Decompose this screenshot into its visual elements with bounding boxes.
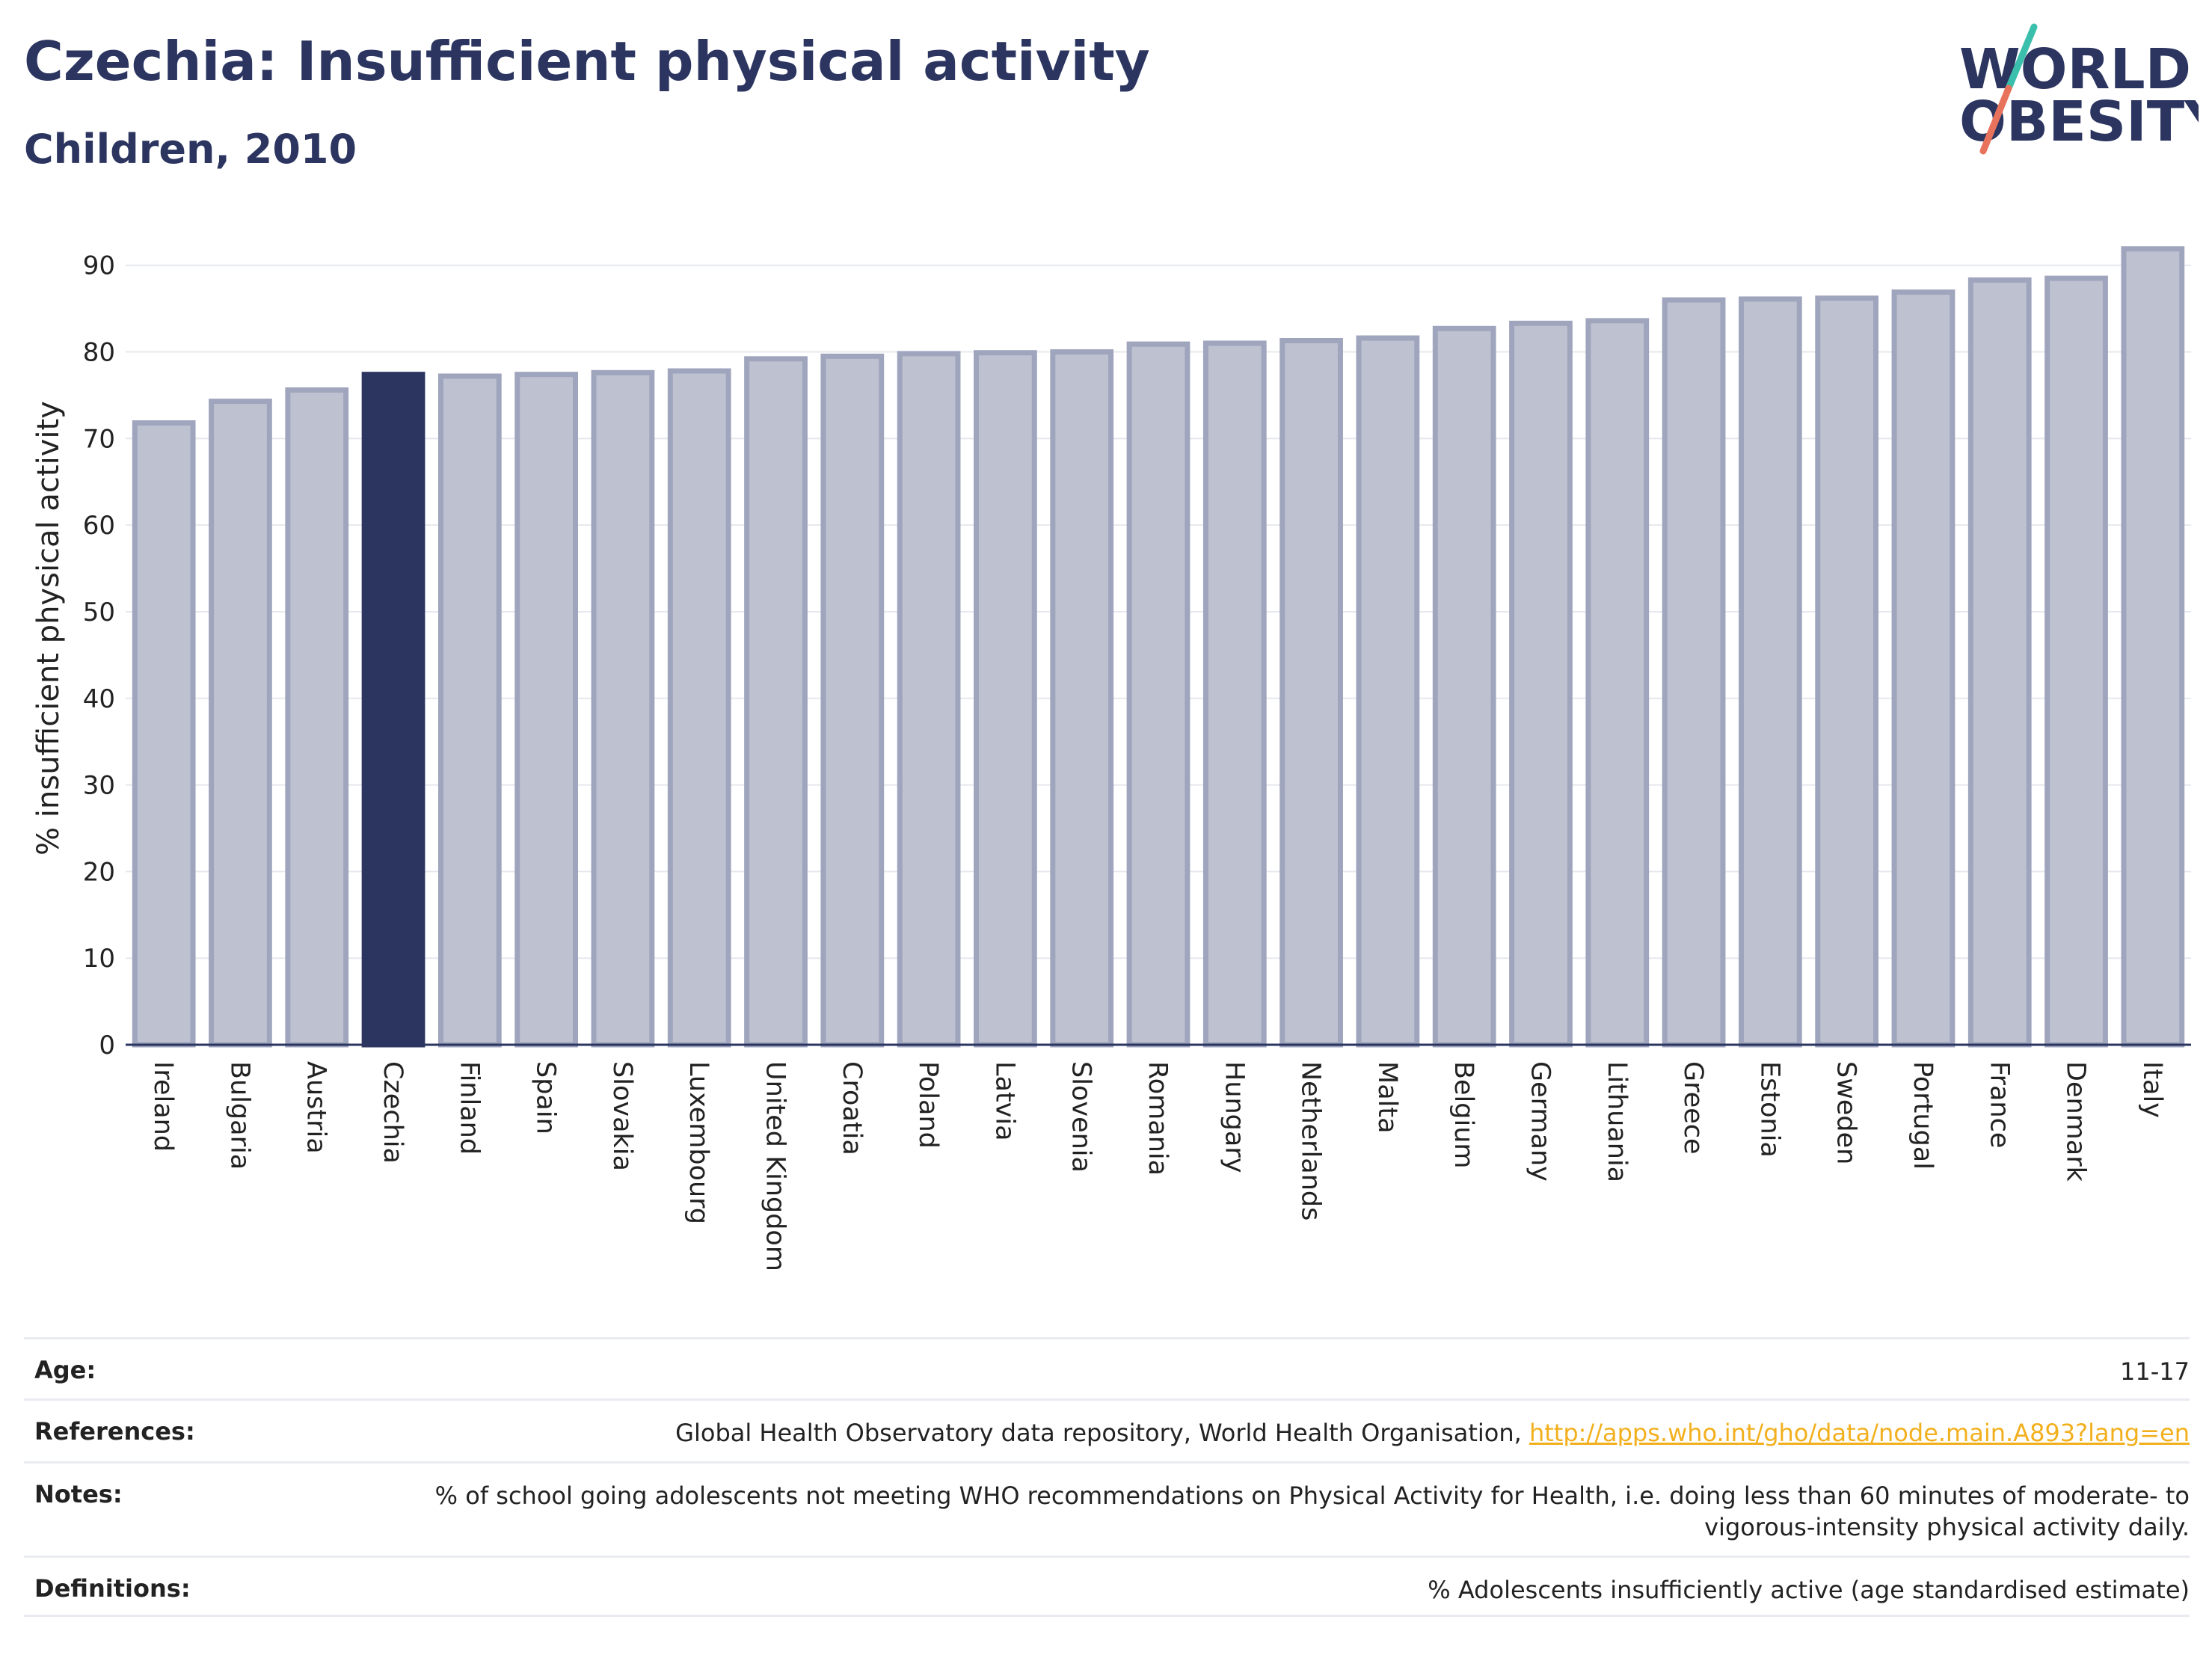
chart-title: Czechia: Insufficient physical activity bbox=[24, 30, 1150, 93]
logo-line-1: WORLD bbox=[1959, 37, 2191, 102]
x-tick-label: Finland bbox=[454, 1061, 484, 1155]
bar-luxembourg bbox=[667, 368, 731, 1048]
meta-row-age: Age: 11-17 bbox=[24, 1337, 2190, 1398]
x-tick-label: Spain bbox=[531, 1061, 561, 1134]
bar-hungary bbox=[1202, 340, 1267, 1048]
x-tick-label: Croatia bbox=[837, 1061, 867, 1155]
logo-slash-coral-icon bbox=[1979, 85, 2012, 155]
bar-chart: 0 10 20 30 40 50 60 70 80 90 Ireland Bulgaria Austri… bbox=[31, 246, 2191, 1271]
y-tick-label: 50 bbox=[83, 598, 115, 627]
references-value: Global Health Observatory data repositor… bbox=[675, 1417, 2190, 1449]
bar-romania bbox=[1126, 341, 1191, 1048]
x-tick-label: Hungary bbox=[1219, 1061, 1249, 1173]
age-value: 11-17 bbox=[2120, 1357, 2190, 1386]
x-tick-label: Bulgaria bbox=[224, 1061, 254, 1170]
bar-finland bbox=[437, 373, 502, 1048]
x-tick-label: France bbox=[1984, 1061, 2014, 1148]
bar-germany bbox=[1509, 320, 1573, 1048]
x-tick-label: United Kingdom bbox=[761, 1061, 790, 1271]
x-tick-label: Greece bbox=[1678, 1061, 1708, 1155]
world-obesity-logo: WORLD OBESITY bbox=[1959, 23, 2199, 155]
x-tick-label: Germany bbox=[1525, 1061, 1555, 1182]
bar-netherlands bbox=[1279, 337, 1343, 1048]
x-tick-label: Belgium bbox=[1448, 1061, 1478, 1169]
y-tick-label: 80 bbox=[83, 338, 115, 368]
x-tick-label: Sweden bbox=[1831, 1061, 1861, 1164]
bar-austria bbox=[285, 387, 349, 1048]
x-tick-label: Luxembourg bbox=[683, 1061, 713, 1224]
y-tick-label: 10 bbox=[83, 944, 115, 974]
bar-france bbox=[1967, 277, 2032, 1048]
x-tick-label: Czechia bbox=[378, 1061, 408, 1164]
notes-label: Notes: bbox=[34, 1480, 123, 1508]
y-tick-label: 40 bbox=[83, 684, 115, 714]
x-tick-label: Malta bbox=[1372, 1061, 1402, 1134]
bar-bulgaria bbox=[209, 399, 272, 1048]
x-tick-label: Portugal bbox=[1908, 1061, 1938, 1170]
age-label: Age: bbox=[34, 1356, 96, 1384]
bar-spain bbox=[514, 372, 579, 1048]
bar-denmark bbox=[2044, 275, 2108, 1048]
bar-slovenia bbox=[1050, 349, 1114, 1048]
references-link[interactable]: http://apps.who.int/gho/data/node.main.A… bbox=[1529, 1419, 2190, 1447]
y-tick-label: 0 bbox=[99, 1031, 115, 1060]
bar-greece bbox=[1662, 297, 1726, 1048]
metadata-table: Age: 11-17 References: Global Health Obs… bbox=[24, 1337, 2190, 1617]
y-axis-label: % insufficient physical activity bbox=[31, 401, 66, 856]
x-tick-label: Italy bbox=[2137, 1061, 2167, 1118]
bar-estonia bbox=[1738, 296, 1802, 1048]
x-tick-label: Latvia bbox=[989, 1061, 1019, 1141]
bar-belgium bbox=[1432, 325, 1496, 1048]
logo-slash-teal-icon bbox=[2005, 23, 2038, 92]
bar-latvia bbox=[974, 350, 1037, 1048]
bar-croatia bbox=[820, 353, 885, 1048]
bar-poland bbox=[897, 351, 961, 1048]
bar-portugal bbox=[1891, 289, 1956, 1048]
x-tick-label: Poland bbox=[913, 1061, 943, 1149]
y-tick-label: 90 bbox=[83, 251, 115, 281]
x-tick-label: Austria bbox=[301, 1061, 331, 1154]
bar-malta bbox=[1356, 335, 1420, 1048]
x-tick-label: Lithuania bbox=[1602, 1061, 1632, 1182]
meta-row-references: References: Global Health Observatory da… bbox=[24, 1398, 2190, 1461]
axes: 0 10 20 30 40 50 60 70 80 90 Ireland Bulgaria Austri… bbox=[83, 251, 2191, 1271]
bars bbox=[132, 246, 2185, 1048]
definitions-value: % Adolescents insufficiently active (age… bbox=[1428, 1576, 2190, 1604]
x-tick-label: Netherlands bbox=[1296, 1061, 1326, 1220]
bar-sweden bbox=[1815, 295, 1879, 1048]
bar-united-kingdom bbox=[744, 356, 808, 1048]
chart-subtitle: Children, 2010 bbox=[24, 126, 357, 173]
bar-lithuania bbox=[1585, 318, 1650, 1048]
bar-czechia bbox=[361, 372, 425, 1048]
meta-row-definitions: Definitions: % Adolescents insufficientl… bbox=[24, 1556, 2190, 1617]
x-tick-label: Slovenia bbox=[1066, 1061, 1096, 1173]
y-tick-label: 20 bbox=[83, 857, 115, 887]
x-tick-label: Denmark bbox=[2061, 1061, 2091, 1182]
notes-value: % of school going adolescents not meetin… bbox=[434, 1481, 2190, 1541]
meta-row-notes: Notes: % of school going adolescents not… bbox=[24, 1461, 2190, 1556]
references-label: References: bbox=[34, 1417, 195, 1446]
definitions-label: Definitions: bbox=[34, 1574, 191, 1603]
bar-ireland bbox=[132, 420, 196, 1048]
references-text: Global Health Observatory data repositor… bbox=[675, 1419, 1522, 1447]
y-tick-label: 60 bbox=[83, 511, 115, 541]
bar-italy bbox=[2121, 246, 2185, 1048]
y-tick-label: 30 bbox=[83, 771, 115, 801]
x-tick-label: Romania bbox=[1143, 1061, 1173, 1176]
x-tick-label: Estonia bbox=[1754, 1061, 1784, 1158]
logo-line-2: OBESITY bbox=[1959, 90, 2199, 154]
x-tick-label: Ireland bbox=[148, 1061, 178, 1152]
y-tick-label: 70 bbox=[83, 424, 115, 454]
x-tick-label: Slovakia bbox=[607, 1061, 637, 1171]
bar-slovakia bbox=[591, 369, 655, 1048]
